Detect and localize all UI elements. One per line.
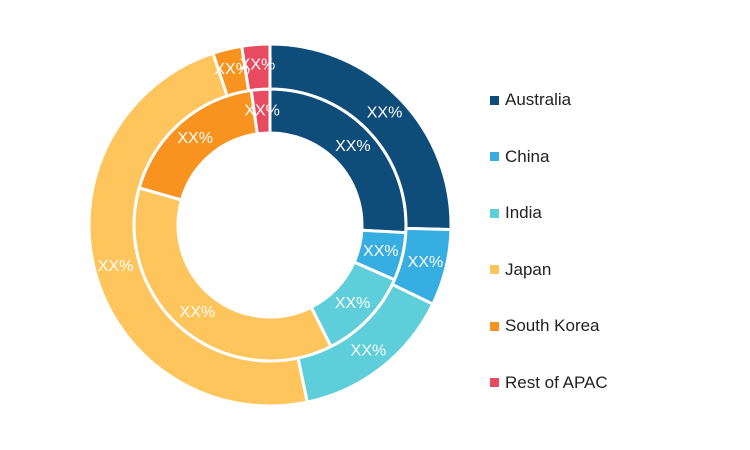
outer-label-rest-of-apac: XX%	[240, 57, 276, 74]
inner-label-australia: XX%	[335, 138, 371, 155]
legend-swatch-india	[490, 208, 499, 218]
inner-label-south-korea: XX%	[177, 130, 213, 147]
legend-item-australia: Australia	[490, 72, 608, 129]
inner-label-rest-of-apac: XX%	[244, 102, 280, 119]
legend-label-japan: Japan	[505, 259, 552, 279]
legend-item-rest-of-apac: Rest of APAC	[490, 355, 608, 412]
legend-swatch-australia	[490, 95, 499, 105]
outer-label-south-korea: XX%	[214, 61, 250, 78]
legend-item-south-korea: South Korea	[490, 298, 608, 355]
legend-swatch-south-korea	[490, 321, 499, 331]
legend-item-japan: Japan	[490, 242, 608, 299]
legend-label-south-korea: South Korea	[505, 316, 600, 336]
legend-label-australia: Australia	[505, 90, 572, 110]
outer-label-china: XX%	[408, 254, 444, 271]
chart-legend: Australia China India Japan South Korea …	[490, 72, 608, 411]
inner-label-china: XX%	[363, 243, 399, 260]
outer-label-india: XX%	[351, 342, 387, 359]
legend-swatch-japan	[490, 265, 499, 275]
outer-slice-rest-of-apac	[239, 42, 272, 93]
inner-label-india: XX%	[335, 295, 371, 312]
legend-item-india: India	[490, 185, 608, 242]
legend-label-rest-of-apac: Rest of APAC	[505, 372, 608, 392]
legend-label-india: India	[505, 203, 542, 223]
legend-label-china: China	[505, 146, 550, 166]
outer-slice-japan	[87, 51, 310, 408]
inner-label-japan: XX%	[180, 304, 216, 321]
legend-swatch-china	[490, 152, 499, 162]
outer-label-australia: XX%	[367, 105, 403, 122]
outer-label-japan: XX%	[98, 258, 134, 275]
legend-swatch-rest-of-apac	[490, 378, 499, 388]
legend-item-china: China	[490, 129, 608, 186]
